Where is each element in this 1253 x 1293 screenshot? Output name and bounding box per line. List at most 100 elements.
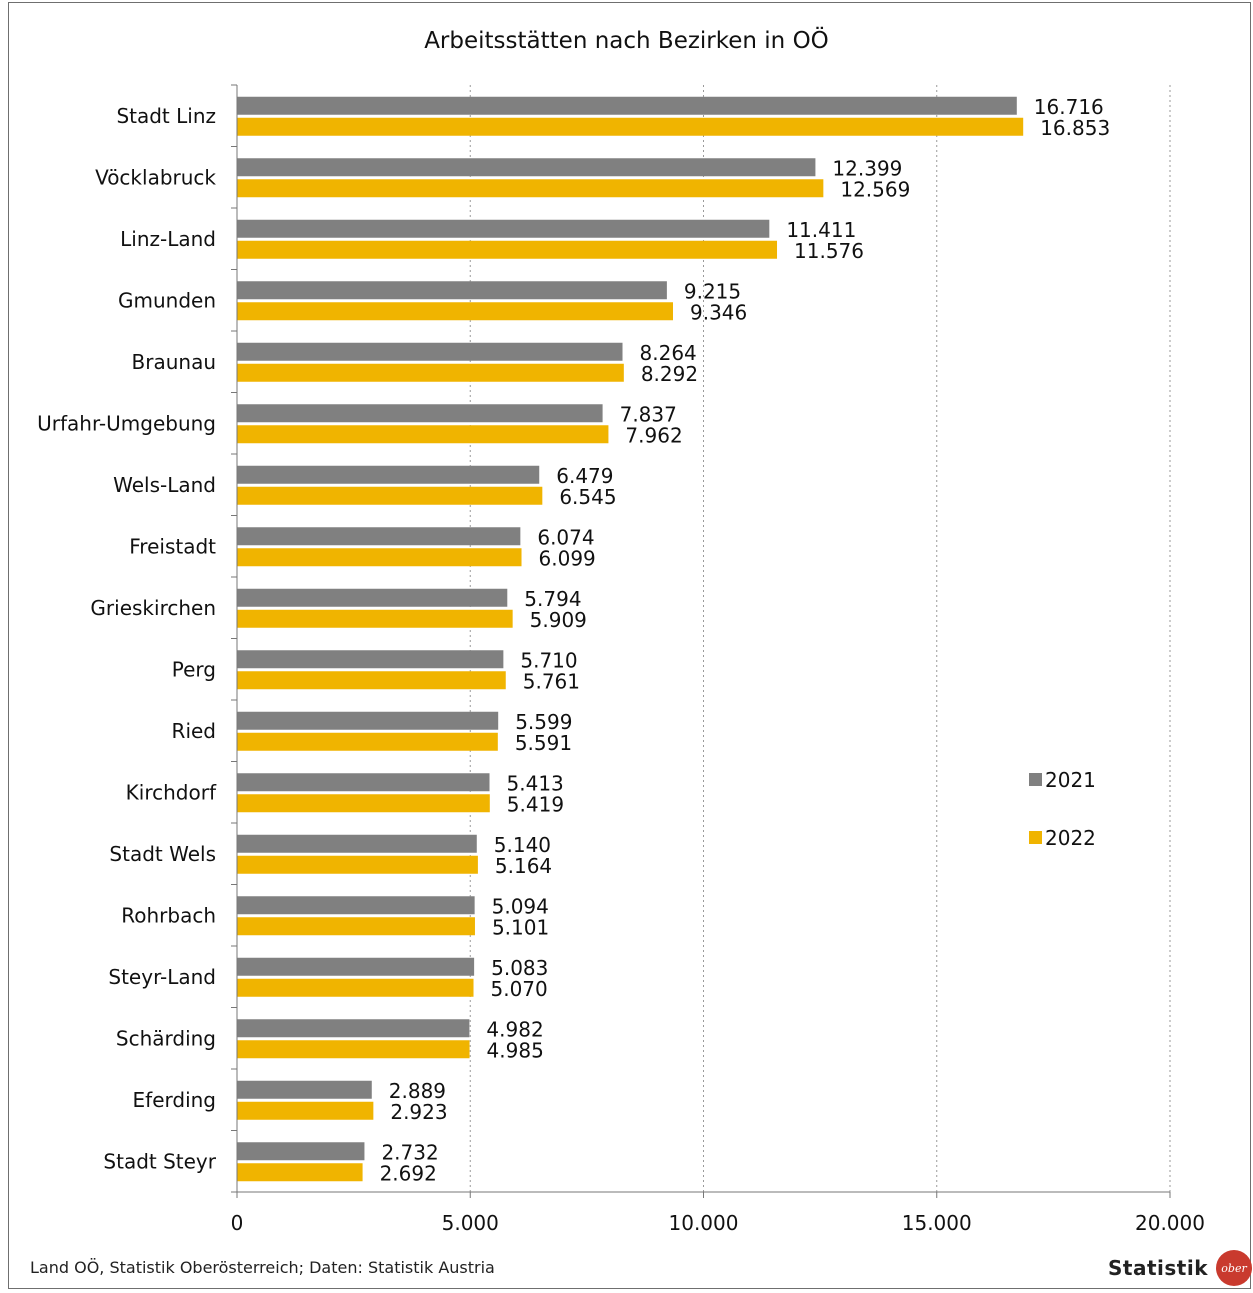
data-label: 2.692 xyxy=(380,1161,437,1185)
data-label: 5.083 xyxy=(491,956,548,980)
data-label: 5.909 xyxy=(530,608,587,632)
data-label: 8.264 xyxy=(640,341,697,365)
bar-2022 xyxy=(237,609,513,628)
legend-label-2022: 2022 xyxy=(1045,826,1096,850)
x-tick-label: 0 xyxy=(231,1211,244,1235)
bar-2022 xyxy=(237,179,824,198)
bar-2022 xyxy=(237,548,522,567)
bar-2022 xyxy=(237,486,543,505)
bar-2022 xyxy=(237,1163,363,1182)
x-tick-label: 10.000 xyxy=(669,1211,739,1235)
data-label: 9.346 xyxy=(690,300,747,324)
bar-2021 xyxy=(237,1080,372,1099)
bar-2021 xyxy=(237,404,603,423)
bar-2022 xyxy=(237,855,478,874)
data-label: 2.732 xyxy=(381,1140,438,1164)
data-label: 2.889 xyxy=(389,1079,446,1103)
data-label: 4.982 xyxy=(486,1017,543,1041)
bar-2022 xyxy=(237,671,506,690)
data-label: 5.094 xyxy=(492,894,549,918)
category-label: Wels-Land xyxy=(113,473,216,497)
category-label: Linz-Land xyxy=(120,227,216,251)
bar-2021 xyxy=(237,834,477,853)
data-label: 6.074 xyxy=(537,525,594,549)
category-label: Freistadt xyxy=(129,534,216,558)
category-label: Ried xyxy=(172,719,216,743)
category-label: Grieskirchen xyxy=(90,596,216,620)
bar-2021 xyxy=(237,281,667,300)
x-tick-label: 15.000 xyxy=(902,1211,972,1235)
category-label: Rohrbach xyxy=(121,903,216,927)
bar-2021 xyxy=(237,957,475,976)
data-label: 11.411 xyxy=(786,218,856,242)
bar-2021 xyxy=(237,896,475,915)
legend-swatch-2021 xyxy=(1029,773,1042,786)
data-label: 6.545 xyxy=(559,485,616,509)
data-label: 5.070 xyxy=(491,977,548,1001)
x-tick-label: 5.000 xyxy=(442,1211,499,1235)
bar-2021 xyxy=(237,1142,365,1161)
data-label: 16.716 xyxy=(1034,95,1104,119)
bar-2021 xyxy=(237,588,508,607)
data-label: 5.419 xyxy=(507,792,564,816)
chart-title: Arbeitsstätten nach Bezirken in OÖ xyxy=(424,28,829,54)
axis-layer: Stadt Linz Vöcklabruck Linz-Land Gmunden Bra… xyxy=(37,84,1205,1235)
legend-swatch-2022 xyxy=(1029,831,1042,844)
data-label: 11.576 xyxy=(794,239,864,263)
data-label: 5.413 xyxy=(507,771,564,795)
data-label: 5.761 xyxy=(523,669,580,693)
data-label: 5.164 xyxy=(495,854,552,878)
bar-2022 xyxy=(237,1040,470,1059)
data-label: 5.794 xyxy=(524,587,581,611)
category-label: Kirchdorf xyxy=(126,780,217,804)
bar-2021 xyxy=(237,465,540,484)
bar-2021 xyxy=(237,158,816,177)
bar-2022 xyxy=(237,363,624,382)
legend-label-2021: 2021 xyxy=(1045,768,1096,792)
bar-2021 xyxy=(237,773,490,792)
bar-2022 xyxy=(237,117,1024,136)
data-label: 16.853 xyxy=(1040,116,1110,140)
bar-2022 xyxy=(237,302,673,321)
bar-2022 xyxy=(237,732,498,751)
category-label: Braunau xyxy=(132,350,216,374)
category-label: Perg xyxy=(172,657,216,681)
data-label: 2.923 xyxy=(390,1100,447,1124)
x-tick-label: 20.000 xyxy=(1135,1211,1205,1235)
data-label: 9.215 xyxy=(684,279,741,303)
category-label: Eferding xyxy=(133,1088,216,1112)
chart-frame xyxy=(8,2,1251,1289)
data-label: 4.985 xyxy=(487,1038,544,1062)
bar-2021 xyxy=(237,711,499,730)
bar-2022 xyxy=(237,917,475,936)
category-label: Stadt Linz xyxy=(116,104,216,128)
bar-2021 xyxy=(237,650,504,669)
source-note: Land OÖ, Statistik Oberösterreich; Daten… xyxy=(30,1258,495,1277)
bar-2022 xyxy=(237,1101,374,1120)
data-label: 12.399 xyxy=(832,156,902,180)
ober-logo-icon: ober xyxy=(1216,1250,1252,1286)
bar-2022 xyxy=(237,794,490,813)
brand-name: Statistik xyxy=(1108,1256,1208,1280)
brand-logo-block: Statistik ober xyxy=(1108,1250,1252,1286)
category-label: Urfahr-Umgebung xyxy=(37,411,216,435)
data-label: 8.292 xyxy=(641,362,698,386)
category-label: Stadt Wels xyxy=(109,842,216,866)
legend-layer: 2021 2022 xyxy=(1029,768,1096,850)
data-label: 12.569 xyxy=(840,177,910,201)
category-label: Vöcklabruck xyxy=(95,165,216,189)
data-label: 5.710 xyxy=(520,648,577,672)
bar-2021 xyxy=(237,527,521,546)
data-label: 7.837 xyxy=(620,402,677,426)
data-label: 6.099 xyxy=(539,546,596,570)
category-label: Gmunden xyxy=(118,288,216,312)
data-label: 5.140 xyxy=(494,833,551,857)
bar-2022 xyxy=(237,425,609,444)
data-label: 5.591 xyxy=(515,731,572,755)
bar-2022 xyxy=(237,978,474,997)
category-label: Steyr-Land xyxy=(108,965,216,989)
bar-2021 xyxy=(237,342,623,361)
category-label: Stadt Steyr xyxy=(103,1149,216,1173)
